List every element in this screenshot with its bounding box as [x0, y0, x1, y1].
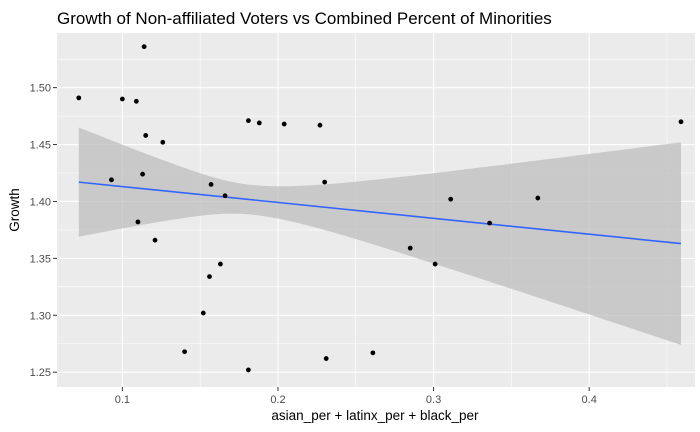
y-axis-ticks: 1.25 1.30 1.35 1.40 1.45 1.50: [30, 83, 57, 379]
data-point: [407, 245, 413, 251]
x-tick-label: 0.3: [426, 394, 441, 406]
data-point: [143, 133, 149, 138]
data-point: [208, 181, 214, 187]
y-tick-label: 1.25: [30, 367, 51, 379]
data-point: [317, 122, 323, 128]
data-point: [678, 119, 684, 125]
y-tick-label: 1.45: [30, 140, 51, 152]
x-tick-label: 0.1: [115, 394, 130, 406]
chart-title: Growth of Non-affiliated Voters vs Combi…: [57, 9, 552, 28]
data-point: [135, 219, 141, 225]
y-tick-label: 1.50: [30, 83, 51, 95]
data-point: [200, 310, 206, 316]
data-point: [119, 96, 125, 102]
data-point: [182, 349, 188, 355]
data-point: [109, 177, 114, 183]
data-point: [281, 121, 287, 127]
y-tick-label: 1.35: [30, 253, 51, 265]
data-point: [448, 196, 454, 202]
data-point: [133, 98, 139, 104]
data-point: [207, 274, 212, 279]
x-tick-label: 0.4: [582, 394, 597, 406]
data-point: [246, 118, 251, 124]
data-point: [217, 261, 223, 267]
data-points: [76, 44, 684, 373]
y-tick-label: 1.30: [30, 310, 51, 322]
data-point: [76, 95, 82, 101]
data-point: [432, 261, 438, 267]
confidence-band: [78, 127, 682, 345]
y-axis-title: Growth: [7, 188, 22, 232]
data-point: [140, 171, 145, 177]
data-point: [246, 367, 251, 373]
data-point: [322, 179, 328, 185]
data-point: [256, 120, 262, 126]
data-point: [323, 356, 329, 361]
data-point: [370, 350, 376, 356]
data-point: [152, 237, 158, 243]
data-point: [160, 139, 166, 145]
data-point: [141, 44, 147, 50]
data-point: [535, 195, 541, 201]
x-tick-label: 0.2: [270, 394, 285, 406]
trend-line: [78, 181, 682, 245]
data-point: [487, 220, 492, 226]
x-axis-title: asian_per + latinx_per + black_per: [271, 408, 479, 423]
x-axis-ticks: 0.1 0.2 0.3 0.4: [115, 387, 597, 406]
data-point: [222, 193, 228, 199]
y-tick-label: 1.40: [30, 196, 51, 208]
